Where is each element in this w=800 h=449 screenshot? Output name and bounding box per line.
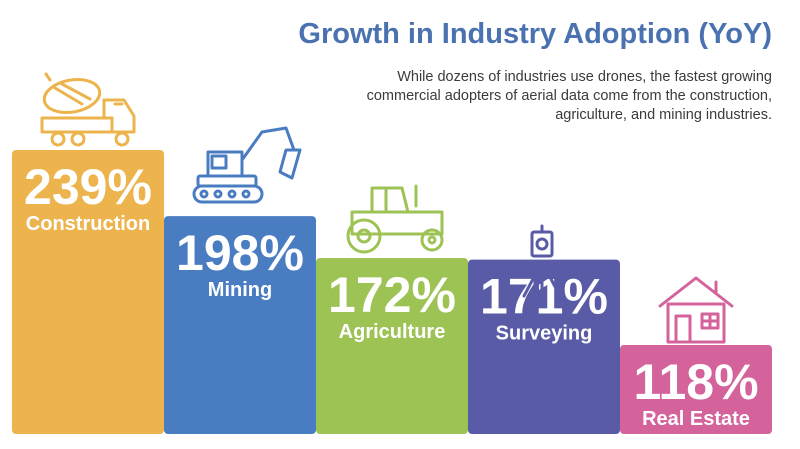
tractor-icon — [346, 184, 444, 254]
cement-mixer-truck-icon — [40, 72, 136, 147]
value-label-agriculture: 172% — [328, 267, 456, 323]
chart-title: Growth in Industry Adoption (YoY) — [298, 18, 772, 50]
category-label-agriculture: Agriculture — [339, 321, 446, 343]
surveying-tripod-icon — [522, 224, 562, 298]
house-icon — [658, 276, 734, 344]
chart-subtitle: While dozens of industries use drones, t… — [366, 69, 772, 123]
bar-construction — [12, 150, 164, 434]
excavator-icon — [192, 126, 302, 204]
value-label-mining: 198% — [176, 225, 304, 281]
bar-agriculture — [316, 257, 468, 434]
category-label-real-estate: Real Estate — [642, 408, 750, 430]
category-label-construction: Construction — [26, 213, 150, 235]
bar-real-estate — [620, 345, 772, 434]
bar-surveying — [468, 259, 620, 434]
category-label-surveying: Surveying — [496, 323, 593, 345]
value-label-construction: 239% — [24, 159, 152, 215]
value-label-real-estate: 118% — [633, 354, 758, 410]
value-label-surveying: 171% — [480, 269, 608, 325]
bar-mining — [164, 216, 316, 434]
category-label-mining: Mining — [208, 279, 272, 301]
